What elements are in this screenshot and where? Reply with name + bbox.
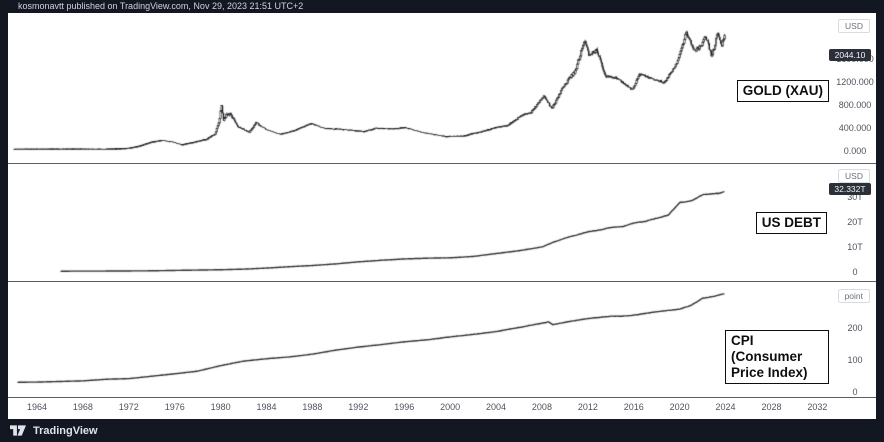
year-label: 1972 [118,402,139,412]
year-label: 2004 [486,402,507,412]
price-tick-label: 200 [847,323,863,333]
price-tick-label: 0.000 [843,146,867,156]
annotation-gold-label[interactable]: GOLD (XAU) [736,80,829,102]
price-tick-label: 400.000 [838,123,872,133]
year-label: 2000 [440,402,461,412]
time-axis-line [8,397,876,398]
year-label: 1988 [302,402,323,412]
last-price-badge-gold: 2044.10 [829,49,871,61]
price-axis-cpi[interactable]: point 200 100 0 [833,281,877,397]
year-label: 1996 [394,402,415,412]
price-tick-label: 30T [847,192,863,202]
annotation-cpi-label[interactable]: CPI (Consumer Price Index) [725,330,829,384]
pane-separator-debt-cpi[interactable] [8,281,876,282]
year-label: 1976 [164,402,185,412]
last-price-badge-usdebt: 32.332T [829,183,871,195]
price-tick-label: 0 [852,387,858,397]
price-tick-label: 0 [852,267,858,277]
annotation-usdebt-label[interactable]: US DEBT [755,212,827,234]
year-label: 1968 [72,402,93,412]
year-label: 2020 [669,402,690,412]
price-tick-label: 10T [847,242,863,252]
year-label: 2032 [807,402,828,412]
time-axis[interactable]: 1964 1968 1972 1976 1980 1984 1988 1992 1996 2000… [8,399,876,418]
unit-button-point-cpi[interactable]: point [837,289,870,303]
year-label: 2028 [761,402,782,412]
year-label: 1964 [26,402,48,412]
price-axis-usdebt[interactable]: USD 32.332T 30T 20T 10T 0 [829,163,877,281]
price-tick-label: 100 [847,355,863,365]
year-label: 2024 [715,402,736,412]
year-label: 1992 [348,402,369,412]
year-label: 1980 [210,402,231,412]
year-label: 2008 [531,402,552,412]
year-label: 2016 [623,402,644,412]
unit-button-usd-gold[interactable]: USD [838,19,870,33]
year-label: 2012 [577,402,598,412]
price-axis-gold[interactable]: USD 2044.10 1600.0001200.000800.000400.0… [829,13,877,163]
price-tick-label: 800.000 [838,100,872,110]
unit-button-usd-debt[interactable]: USD [838,169,870,183]
year-label: 1984 [256,402,277,412]
price-tick-label: 1200.000 [836,77,874,87]
pane-separator-gold-debt[interactable] [8,163,876,164]
price-tick-label: 20T [847,217,863,227]
